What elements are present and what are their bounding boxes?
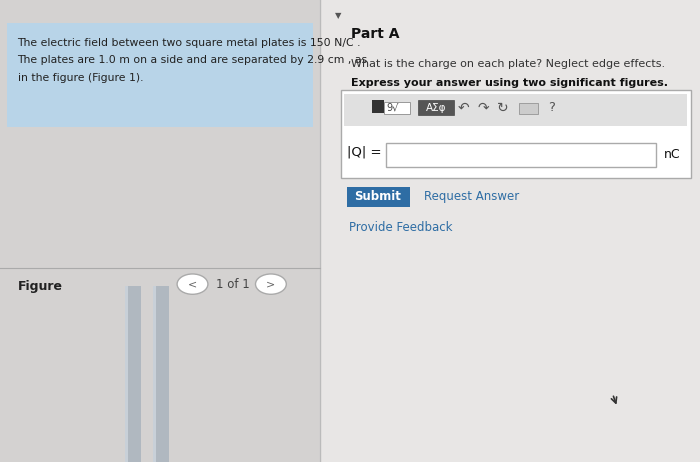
Text: Provide Feedback: Provide Feedback (349, 221, 453, 234)
Bar (153, 286, 156, 462)
Bar (153, 286, 169, 462)
Text: Request Answer: Request Answer (424, 190, 519, 203)
Circle shape (177, 274, 208, 294)
Bar (7, 23, 313, 127)
Bar (384, 102, 410, 114)
Text: |Q| =: |Q| = (346, 145, 381, 158)
Text: Figure: Figure (18, 280, 62, 292)
Text: AΣφ: AΣφ (426, 103, 447, 113)
Bar (125, 286, 128, 462)
Bar (346, 187, 410, 207)
Circle shape (256, 274, 286, 294)
Text: nC: nC (664, 148, 681, 161)
Text: The plates are 1.0 m on a side and are separated by 2.9 cm , as: The plates are 1.0 m on a side and are s… (18, 55, 368, 66)
Bar (344, 94, 687, 126)
Text: Express your answer using two significant figures.: Express your answer using two significan… (351, 78, 668, 88)
Bar (372, 100, 384, 113)
Text: What is the charge on each plate? Neglect edge effects.: What is the charge on each plate? Neglec… (351, 59, 666, 69)
Text: in the figure (Figure 1).: in the figure (Figure 1). (18, 73, 143, 83)
Text: ↶: ↶ (458, 101, 469, 115)
Text: >: > (266, 279, 276, 289)
Bar (0, 0, 320, 462)
Text: ?: ? (548, 101, 555, 114)
Bar (341, 90, 691, 178)
Text: Part A: Part A (351, 27, 400, 41)
Bar (386, 143, 656, 167)
Bar (418, 100, 454, 115)
Bar (320, 0, 700, 462)
Bar (125, 286, 141, 462)
Text: 1 of 1: 1 of 1 (216, 278, 249, 291)
Text: <: < (188, 279, 197, 289)
Text: ↷: ↷ (477, 101, 489, 115)
Text: ↻: ↻ (497, 101, 508, 115)
Text: ▼: ▼ (335, 11, 342, 19)
Text: Submit: Submit (355, 190, 401, 203)
Bar (519, 103, 538, 114)
Text: 9√: 9√ (386, 103, 399, 113)
Text: The electric field between two square metal plates is 150 N/C .: The electric field between two square me… (18, 38, 361, 48)
